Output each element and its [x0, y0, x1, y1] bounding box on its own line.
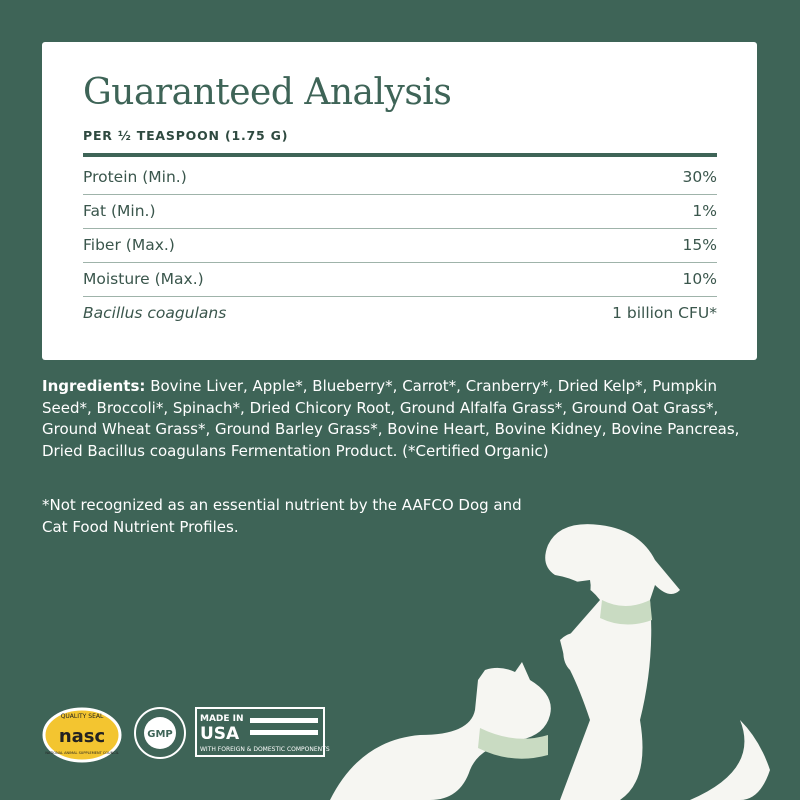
row-label: Protein (Min.)	[83, 168, 187, 186]
divider	[83, 153, 717, 157]
dog-collar	[600, 600, 652, 625]
badge-text: WITH FOREIGN & DOMESTIC COMPONENTS	[200, 746, 330, 753]
gmp-seal-inner	[144, 717, 176, 749]
badge-text: NATIONAL ANIMAL SUPPLEMENT COUNCIL	[45, 751, 118, 755]
footnote: *Not recognized as an essential nutrient…	[42, 496, 522, 536]
ingredients-label: Ingredients:	[42, 377, 146, 395]
table-row: Bacillus coagulans 1 billion CFU*	[83, 296, 717, 330]
row-value: 1%	[692, 202, 717, 220]
badge-text: GMP	[147, 729, 173, 740]
badge-text: MADE IN	[200, 714, 244, 724]
badge-text: USA	[200, 724, 240, 744]
ingredients: Ingredients: Bovine Liver, Apple*, Blueb…	[42, 376, 742, 462]
cat	[330, 662, 551, 800]
badge-text: nasc	[59, 726, 105, 747]
cat-collar	[478, 728, 548, 759]
table-row: Fiber (Max.) 15%	[83, 228, 717, 263]
usa-stripe	[250, 718, 318, 723]
row-label: Fat (Min.)	[83, 202, 156, 220]
badge-text: QUALITY SEAL	[61, 713, 104, 720]
analysis-card: Guaranteed Analysis PER ½ TEASPOON (1.75…	[42, 42, 757, 360]
ingredients-text: Bovine Liver, Apple*, Blueberry*, Carrot…	[42, 377, 740, 460]
subtitle: PER ½ TEASPOON (1.75 G)	[83, 128, 289, 143]
gmp-seal	[134, 707, 186, 759]
dog-paw	[560, 632, 600, 665]
row-label: Moisture (Max.)	[83, 270, 204, 288]
row-label: Bacillus coagulans	[83, 304, 227, 322]
table-row: Fat (Min.) 1%	[83, 194, 717, 229]
usa-stripe	[250, 730, 318, 735]
dog	[545, 524, 680, 800]
row-value: 15%	[682, 236, 717, 254]
usa-badge	[195, 707, 325, 757]
nasc-seal	[42, 707, 122, 763]
row-value: 30%	[682, 168, 717, 186]
row-label: Fiber (Max.)	[83, 236, 175, 254]
dog-tongue	[575, 580, 591, 599]
row-value: 1 billion CFU*	[612, 304, 717, 322]
title: Guaranteed Analysis	[83, 72, 452, 113]
dog-tail	[690, 720, 770, 800]
table-row: Protein (Min.) 30%	[83, 160, 717, 195]
row-value: 10%	[682, 270, 717, 288]
table-row: Moisture (Max.) 10%	[83, 262, 717, 297]
